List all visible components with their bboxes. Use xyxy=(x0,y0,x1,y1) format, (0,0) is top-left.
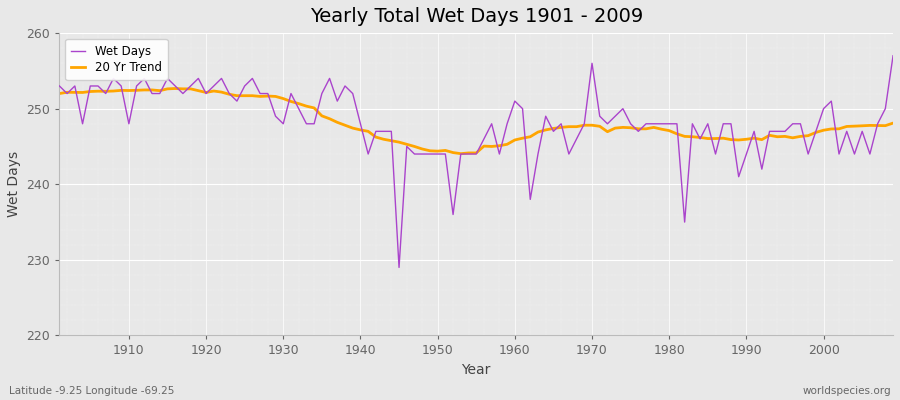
Legend: Wet Days, 20 Yr Trend: Wet Days, 20 Yr Trend xyxy=(66,39,167,80)
Wet Days xyxy=(393,265,404,270)
20 Yr Trend xyxy=(339,123,350,128)
Wet Days xyxy=(332,99,343,104)
Text: Latitude -9.25 Longitude -69.25: Latitude -9.25 Longitude -69.25 xyxy=(9,386,175,396)
Line: 20 Yr Trend: 20 Yr Trend xyxy=(59,88,893,154)
Text: worldspecies.org: worldspecies.org xyxy=(803,386,891,396)
X-axis label: Year: Year xyxy=(462,363,490,377)
Wet Days xyxy=(518,106,528,111)
20 Yr Trend xyxy=(525,134,535,139)
20 Yr Trend xyxy=(518,136,528,140)
20 Yr Trend xyxy=(455,151,466,156)
Y-axis label: Wet Days: Wet Days xyxy=(7,151,21,217)
Wet Days xyxy=(887,53,898,58)
Title: Yearly Total Wet Days 1901 - 2009: Yearly Total Wet Days 1901 - 2009 xyxy=(310,7,643,26)
20 Yr Trend xyxy=(170,86,181,91)
20 Yr Trend xyxy=(617,125,628,130)
20 Yr Trend xyxy=(54,91,65,96)
20 Yr Trend xyxy=(293,101,304,106)
Wet Days xyxy=(116,84,127,88)
20 Yr Trend xyxy=(116,88,127,93)
Wet Days xyxy=(509,99,520,104)
20 Yr Trend xyxy=(887,121,898,126)
Wet Days xyxy=(610,114,621,119)
Wet Days xyxy=(285,91,296,96)
Wet Days xyxy=(54,84,65,88)
Line: Wet Days: Wet Days xyxy=(59,56,893,268)
